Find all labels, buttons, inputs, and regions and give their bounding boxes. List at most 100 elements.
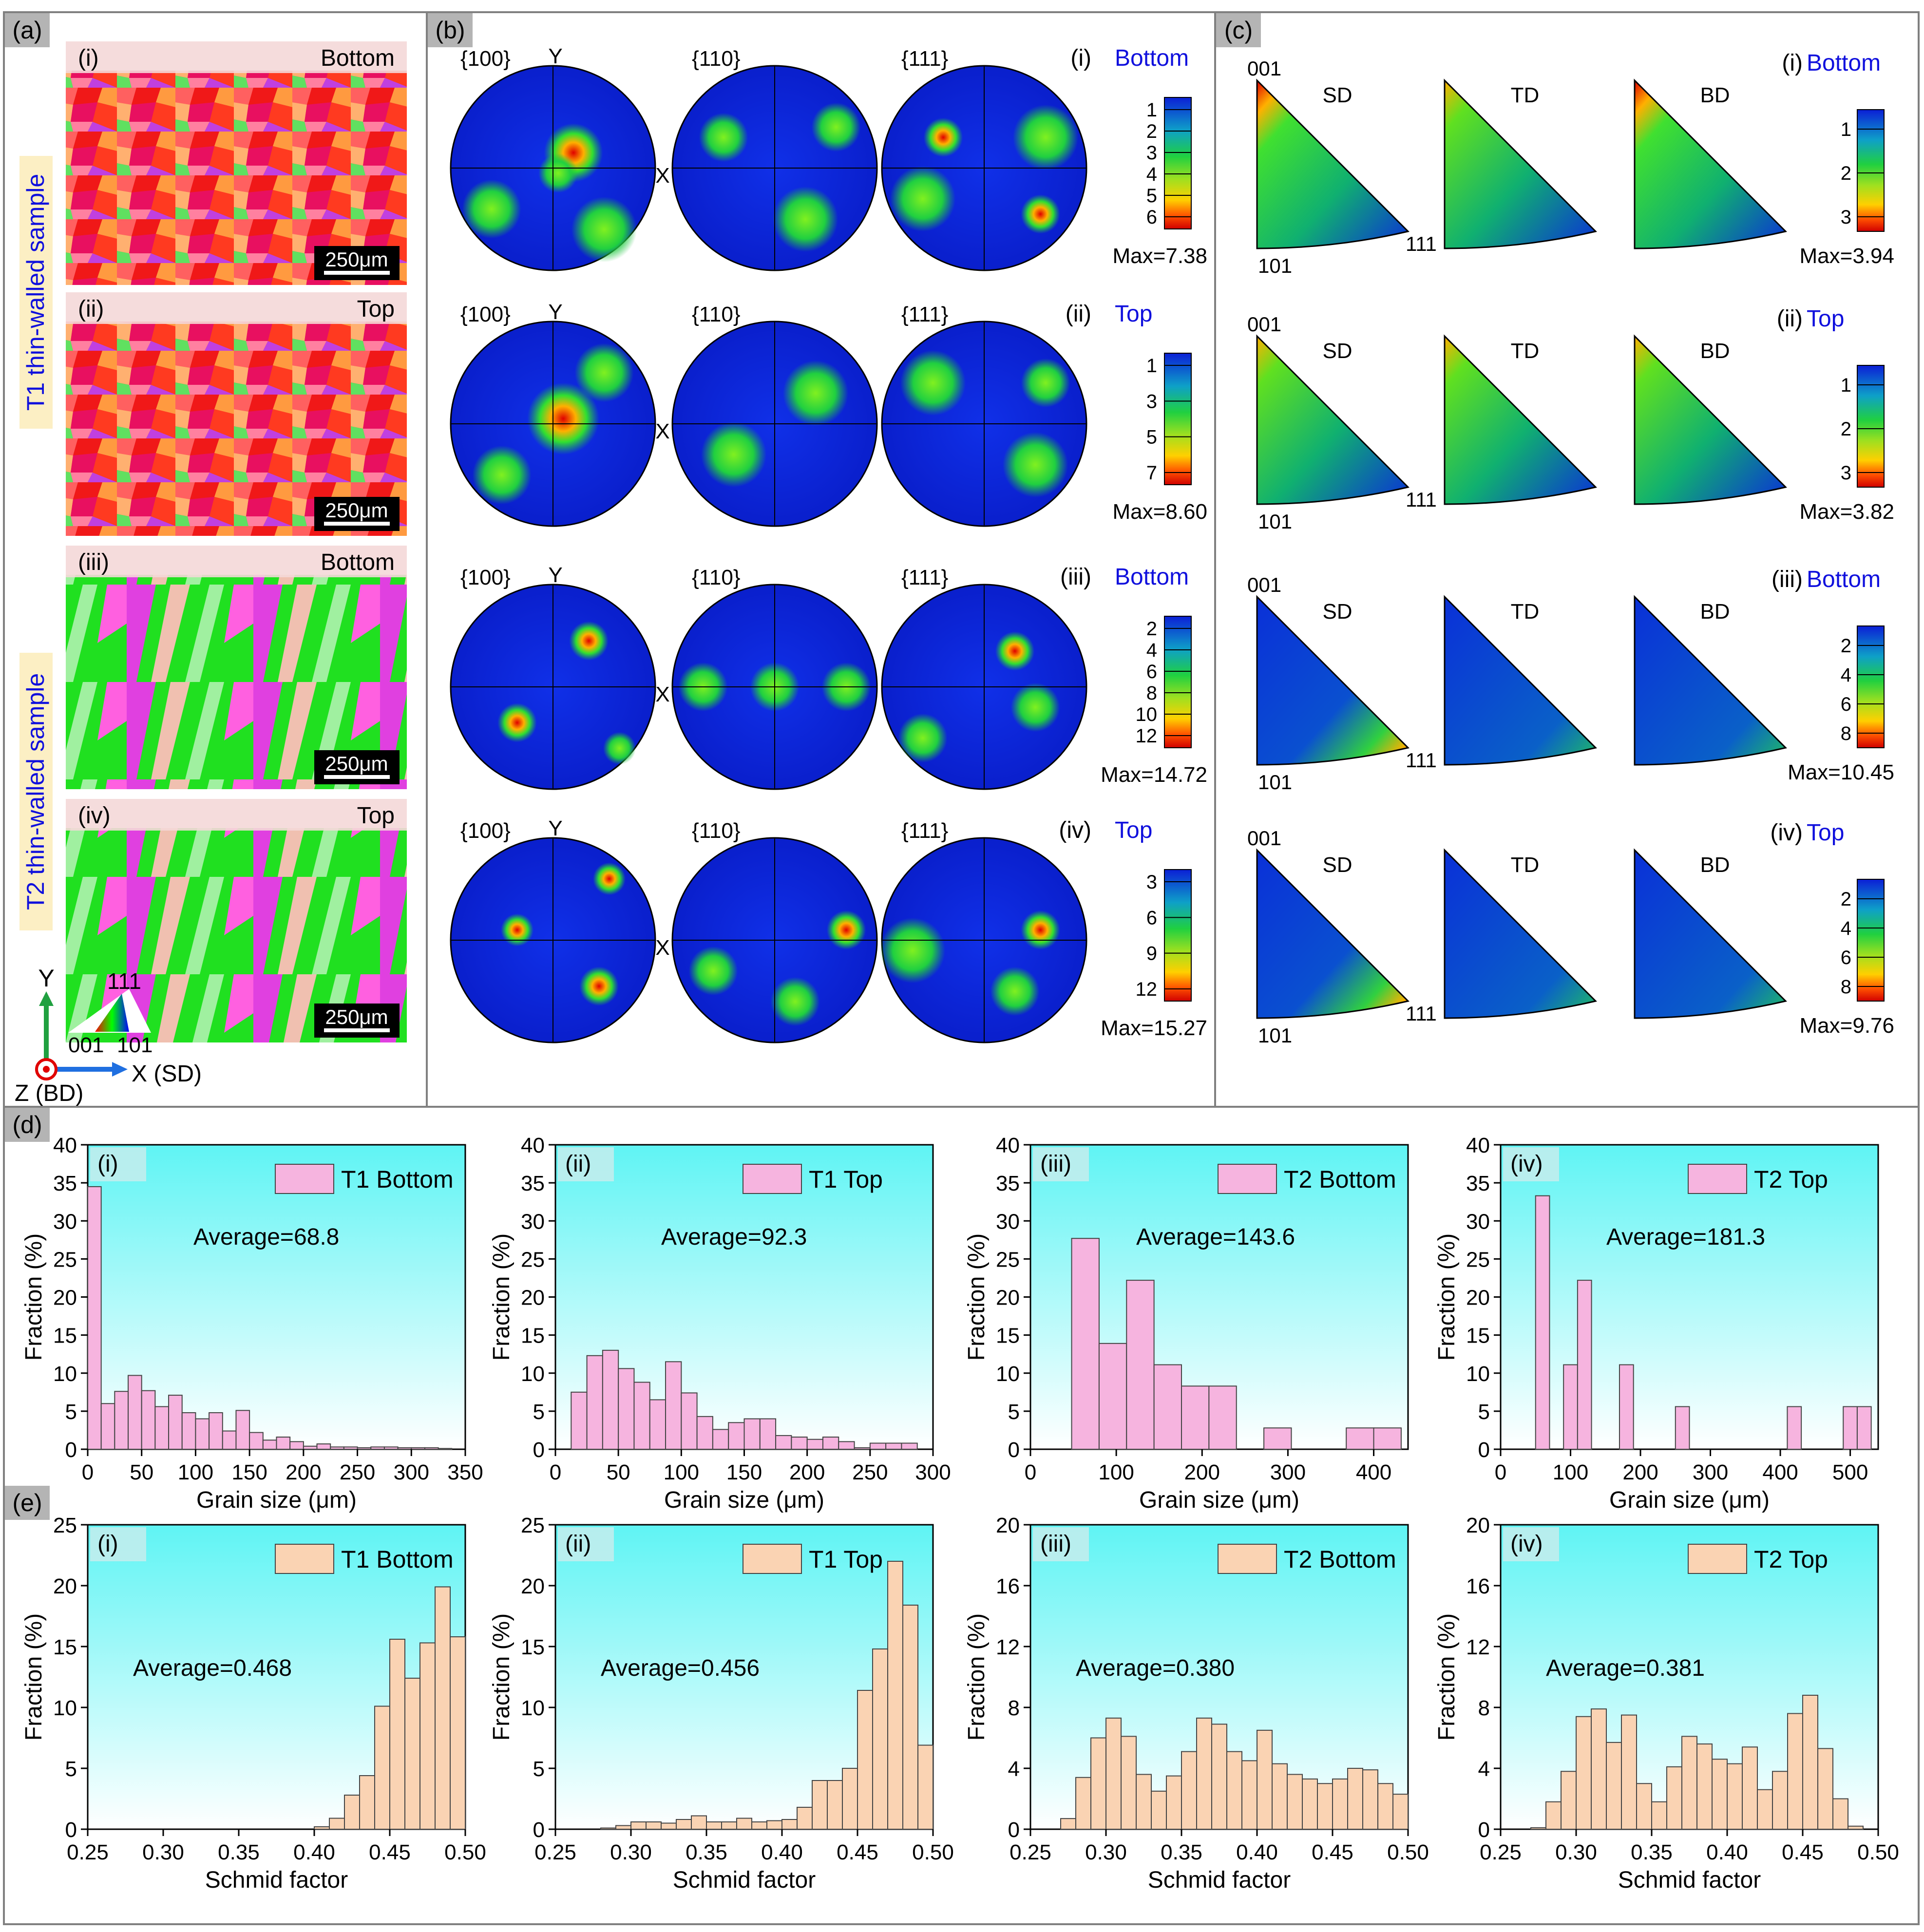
ipf-scale-label: 8 — [1841, 976, 1851, 998]
subplot-index: (iv) — [1510, 1531, 1543, 1557]
legend-swatch — [275, 1544, 334, 1574]
histogram-bar — [1208, 1385, 1237, 1450]
y-tick-label: 0 — [1008, 1438, 1020, 1462]
histogram-bar — [887, 1561, 903, 1830]
pole-intensity-spot — [699, 113, 748, 162]
pf-scale-label: 1 — [1146, 355, 1157, 377]
histogram-bar — [141, 1390, 156, 1450]
subplot-index-bg — [90, 1527, 146, 1561]
y-tick-label: 40 — [53, 1134, 77, 1157]
histogram-bar — [1332, 1778, 1348, 1830]
legend-label: T2 Bottom — [1284, 1166, 1396, 1193]
scale-bar-label: 250μm — [325, 752, 388, 775]
panel-d-tag: (d) — [12, 1111, 42, 1138]
ipf-direction-label: BD — [1700, 83, 1730, 107]
x-tick-label: 300 — [394, 1460, 429, 1484]
ipf-scale-label: 1 — [1841, 375, 1851, 396]
pole-intensity-spot — [898, 713, 948, 763]
pf-row-index: (i) — [1070, 45, 1091, 71]
x-tick-label: 0.50 — [1857, 1840, 1899, 1864]
histogram-bar — [154, 1406, 170, 1450]
pole-intensity-spot — [569, 621, 609, 661]
pole-label: {111} — [901, 303, 948, 326]
pole-intensity-spot — [688, 946, 738, 996]
pf-max-value: Max=14.72 — [1101, 763, 1207, 787]
ipf-corner-111: 111 — [1406, 232, 1437, 255]
y-tick-label: 5 — [65, 1757, 77, 1781]
ipf-color-scale — [1857, 109, 1885, 232]
pole-figure: {100} — [450, 47, 656, 271]
ipf-direction-label: SD — [1322, 339, 1352, 363]
ipf-row-1: SD TD BD 001 101 111 (i) Bottom 1 2 3 Max=3.94 — [1247, 50, 1894, 277]
legend-label: T1 Top — [809, 1546, 883, 1573]
histogram-bar — [1619, 1364, 1634, 1450]
x-tick-label: 0 — [82, 1460, 94, 1484]
histogram-bar — [781, 1819, 798, 1830]
ipf-row-position: Top — [1807, 820, 1844, 846]
histogram-bar — [1060, 1818, 1076, 1830]
x-axis-label: Grain size (μm) — [196, 1487, 357, 1513]
histogram-bar — [1075, 1777, 1091, 1830]
ipf-scale-label: 4 — [1841, 664, 1851, 686]
histogram-bar — [1606, 1742, 1622, 1830]
x-tick-label: 350 — [447, 1460, 483, 1484]
histogram-bar — [1373, 1427, 1402, 1450]
pf-scale-label: 6 — [1146, 907, 1157, 928]
panel-c-tag-bg — [1216, 13, 1261, 47]
subplot-index: (ii) — [565, 1151, 591, 1177]
x-tick-label: 400 — [1762, 1460, 1798, 1484]
panel-d-tag-bg — [5, 1108, 50, 1142]
histogram-bar — [370, 1446, 385, 1450]
x-tick-label: 300 — [1270, 1460, 1306, 1484]
legend-swatch — [1688, 1164, 1747, 1194]
histogram-bar — [1226, 1751, 1242, 1830]
pf-max-value: Max=15.27 — [1101, 1016, 1207, 1040]
ipf-key-001: 001 — [68, 1033, 104, 1057]
y-tick-label: 20 — [996, 1514, 1020, 1537]
pf-scale-label: 2 — [1146, 121, 1157, 142]
pole-intensity-spot — [472, 445, 532, 505]
pf-scale-label: 5 — [1146, 427, 1157, 448]
ipf-row-index: (ii) — [1777, 306, 1803, 332]
y-axis-label: Fraction (%) — [1434, 1233, 1460, 1361]
y-tick-label: 0 — [1478, 1438, 1490, 1462]
histogram-bar — [1090, 1737, 1106, 1830]
y-tick-label: 35 — [996, 1172, 1020, 1195]
pole-axis-x-label: X — [655, 419, 669, 443]
x-tick-label: 200 — [1622, 1460, 1658, 1484]
y-tick-label: 5 — [533, 1400, 545, 1424]
ipf-triangle — [1634, 334, 1787, 505]
pf-row-index: (iv) — [1059, 817, 1091, 843]
histogram-bar — [1377, 1783, 1393, 1830]
histogram-bar — [812, 1780, 828, 1830]
y-tick-label: 30 — [996, 1210, 1020, 1233]
pole-axis-x-label: X — [655, 936, 669, 960]
pole-intensity-spot — [772, 186, 838, 252]
y-axis-label: Fraction (%) — [964, 1613, 990, 1741]
pole-intensity-spot — [603, 732, 636, 765]
histogram-bar — [1651, 1801, 1667, 1830]
x-tick-label: 300 — [1693, 1460, 1728, 1484]
panel-b-tag: (b) — [435, 17, 465, 44]
x-tick-label: 0.25 — [1010, 1840, 1051, 1864]
pole-intensity-spot — [782, 360, 849, 426]
legend-label: T2 Top — [1754, 1166, 1828, 1193]
histogram-e-iii: 0.25 0.30 0.35 0.40 0.45 0.50 0 4 8 12 16 20 Schmid … — [964, 1514, 1429, 1893]
histogram-bar — [712, 1429, 729, 1450]
x-tick-label: 0.35 — [218, 1840, 260, 1864]
legend-label: T2 Top — [1754, 1546, 1828, 1573]
histogram-bar — [630, 1821, 647, 1830]
pole-intensity-spot — [462, 179, 521, 239]
ipf-row-4: SD TD BD 001 101 111 (iv) Top 2 4 6 8 Max=9.76 — [1247, 820, 1894, 1047]
x-axis-label: Grain size (μm) — [664, 1487, 824, 1513]
pf-color-scale — [1164, 97, 1192, 229]
y-tick-label: 8 — [1478, 1696, 1490, 1720]
ipf-direction-label: SD — [1322, 83, 1352, 107]
histogram-bar — [424, 1447, 439, 1450]
pole-intensity-spot — [500, 913, 534, 947]
pole-figure: {111} — [881, 303, 1087, 527]
histogram-bar — [728, 1422, 745, 1450]
histogram-bar — [1346, 1427, 1374, 1450]
pf-scale-label: 9 — [1146, 943, 1157, 965]
